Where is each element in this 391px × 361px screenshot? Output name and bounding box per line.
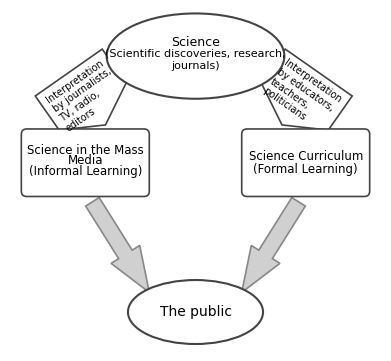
Text: The public: The public bbox=[160, 305, 231, 319]
Text: Science: Science bbox=[171, 36, 220, 49]
Text: Interpretation
by educators,
teachers,
politicians: Interpretation by educators, teachers, p… bbox=[262, 57, 343, 133]
Polygon shape bbox=[35, 49, 126, 130]
Text: Science Curriculum: Science Curriculum bbox=[249, 150, 363, 163]
Text: Media: Media bbox=[68, 154, 103, 167]
FancyBboxPatch shape bbox=[22, 129, 149, 196]
Polygon shape bbox=[261, 49, 352, 130]
Text: Interpretation
by journalists,
TV, radio,
editors: Interpretation by journalists, TV, radio… bbox=[44, 57, 126, 133]
Text: (Informal Learning): (Informal Learning) bbox=[29, 165, 142, 178]
Ellipse shape bbox=[128, 280, 263, 344]
Text: (Scientific discoveries, research,: (Scientific discoveries, research, bbox=[105, 49, 286, 58]
Polygon shape bbox=[242, 197, 305, 292]
Text: (Formal Learning): (Formal Learning) bbox=[253, 162, 358, 175]
Text: journals): journals) bbox=[171, 61, 220, 71]
FancyBboxPatch shape bbox=[242, 129, 369, 196]
Polygon shape bbox=[86, 197, 149, 292]
Text: Science in the Mass: Science in the Mass bbox=[27, 144, 143, 157]
Ellipse shape bbox=[107, 13, 284, 99]
